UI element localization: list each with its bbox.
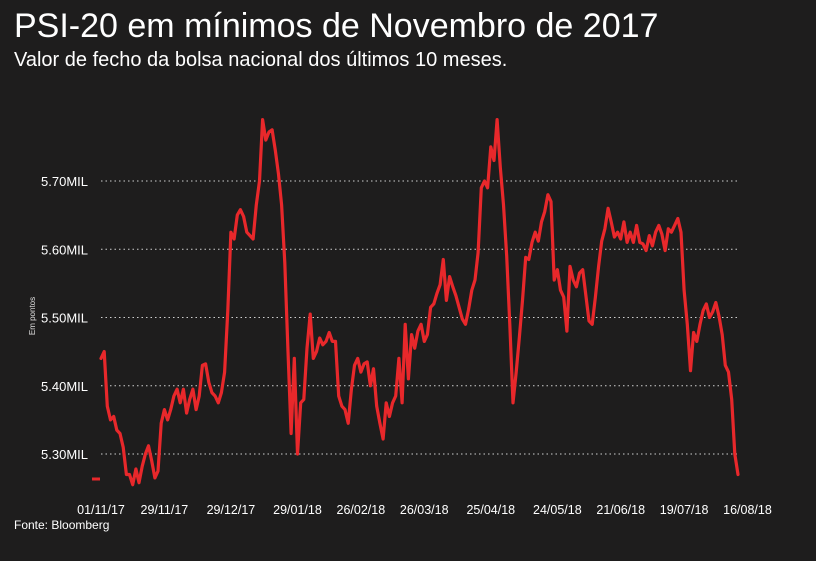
x-tick-label: 26/02/18 — [337, 503, 386, 517]
grid-layer — [101, 180, 740, 455]
x-tick-label: 25/04/18 — [466, 503, 515, 517]
chart-subtitle: Valor de fecho da bolsa nacional dos últ… — [14, 49, 508, 71]
x-tick-labels: 01/11/17 29/11/17 29/12/17 29/01/18 26/02/18… — [77, 503, 772, 517]
y-tick-label: 5.70MIL — [41, 174, 88, 189]
x-tick-label: 24/05/18 — [533, 503, 582, 517]
x-tick-label: 01/11/17 — [77, 503, 125, 517]
y-axis-label: Em pontos — [28, 297, 37, 335]
y-tick-label: 5.50MIL — [41, 311, 88, 326]
chart-title: PSI-20 em mínimos de Novembro de 2017 — [14, 7, 659, 45]
y-tick-label: 5.60MIL — [41, 242, 88, 257]
x-tick-label: 16/08/18 — [723, 503, 772, 517]
source-note: Fonte: Bloomberg — [14, 518, 110, 532]
x-tick-label: 19/07/18 — [660, 503, 709, 517]
series-line-psi20 — [99, 118, 740, 487]
y-tick-label: 5.30MIL — [41, 447, 88, 462]
x-tick-label: 26/03/18 — [400, 503, 449, 517]
y-tick-labels: 5.30MIL 5.40MIL 5.50MIL 5.60MIL 5.70MIL — [41, 174, 88, 462]
x-tick-label: 29/12/17 — [207, 503, 256, 517]
x-tick-label: 29/11/17 — [141, 503, 189, 517]
x-tick-label: 29/01/18 — [273, 503, 322, 517]
y-tick-label: 5.40MIL — [41, 379, 88, 394]
x-tick-label: 21/06/18 — [596, 503, 645, 517]
